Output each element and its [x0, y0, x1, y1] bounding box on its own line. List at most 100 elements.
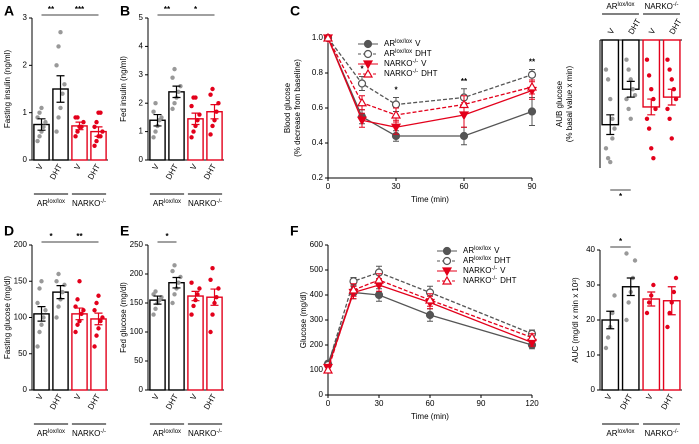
legend-marker	[441, 275, 453, 285]
y-tick-label: 40	[586, 245, 595, 254]
data-point	[176, 89, 181, 95]
bar	[642, 39, 661, 108]
data-point	[526, 81, 538, 91]
label-sup: -/-	[491, 266, 497, 272]
data-point	[646, 73, 652, 78]
data-point	[605, 77, 611, 82]
data-point	[54, 129, 59, 134]
error-bar	[56, 285, 65, 300]
data-point	[94, 333, 99, 338]
x-tick-label: V	[151, 162, 162, 172]
group-label: ARlox/lox	[606, 2, 634, 12]
panel-letter: E	[120, 223, 129, 239]
error-bar	[37, 306, 46, 322]
group-label: NARKO-/-	[644, 429, 678, 439]
legend-label: NARKO-/- DHT	[463, 276, 517, 286]
y-tick-label: 1.0	[312, 33, 324, 42]
data-point	[608, 96, 613, 102]
data-point	[54, 279, 59, 284]
label-sup: -/-	[412, 69, 418, 75]
y-tick-label: 0.8	[312, 68, 324, 77]
annotation: **	[529, 58, 536, 67]
data-point	[526, 332, 538, 342]
data-point	[172, 101, 177, 106]
x-tick-label: V	[151, 392, 162, 402]
data-point	[210, 123, 215, 129]
data-point	[357, 79, 367, 88]
data-point	[189, 312, 194, 317]
data-point	[172, 292, 177, 297]
error-bar	[172, 85, 181, 99]
data-point	[94, 119, 99, 125]
x-tick-label: DHT	[202, 392, 218, 411]
data-point	[603, 146, 609, 151]
data-point	[624, 317, 629, 323]
x-tick-label: 30	[392, 182, 401, 191]
legend-label: NARKO-/- V	[463, 266, 506, 276]
label-sup: lox/lox	[395, 39, 412, 45]
data-point	[94, 300, 99, 306]
data-point	[630, 87, 636, 92]
data-point	[37, 329, 42, 335]
data-point	[170, 268, 175, 274]
y-tick-label: 20	[586, 315, 595, 324]
data-point	[390, 123, 402, 133]
data-point	[77, 279, 82, 284]
label-sup: lox/lox	[618, 2, 635, 8]
data-point	[208, 329, 213, 335]
legend-marker	[442, 246, 452, 256]
y-tick-label: 10	[586, 350, 595, 359]
data-point	[41, 315, 46, 320]
bar	[206, 296, 223, 391]
data-point	[191, 129, 196, 134]
data-point	[153, 306, 158, 311]
x-tick-label: 120	[525, 399, 539, 408]
data-point	[651, 155, 656, 161]
x-tick-label: V	[73, 162, 84, 172]
error-bar	[37, 118, 46, 131]
label-name: NARKO	[644, 429, 672, 438]
x-tick-label: V	[35, 162, 46, 172]
data-point	[100, 129, 105, 134]
data-point	[348, 284, 359, 294]
y-tick-label: 50	[18, 349, 27, 358]
group-label: ARlox/lox	[153, 199, 181, 209]
x-tick-label: DHT	[202, 162, 218, 181]
x-tick-label: V	[35, 392, 46, 402]
data-point	[632, 92, 638, 98]
data-point	[624, 57, 629, 62]
data-point	[58, 30, 63, 35]
y-tick-label: 0	[591, 385, 596, 394]
y-tick-label: 200	[310, 340, 324, 349]
significance-label: ***	[75, 5, 85, 14]
data-point	[603, 67, 609, 72]
data-point	[390, 109, 402, 119]
y-tick-label: 0	[23, 155, 28, 164]
legend-label: NARKO-/- V	[384, 59, 427, 69]
data-point	[628, 77, 633, 82]
y-tick-label: 150	[130, 298, 144, 307]
bar	[168, 282, 185, 391]
error-bar	[606, 114, 615, 136]
data-point	[665, 324, 670, 330]
group-label: NARKO-/-	[72, 199, 106, 209]
x-tick-label: DHT	[164, 162, 180, 181]
y-tick-label: 200	[130, 269, 144, 278]
data-point	[669, 136, 674, 141]
error-bar	[75, 307, 84, 321]
legend-marker	[363, 39, 373, 49]
error-bar	[210, 104, 219, 120]
data-point	[56, 304, 61, 309]
data-point	[81, 308, 86, 313]
data-point	[667, 310, 672, 316]
panel-letter: A	[4, 3, 14, 19]
data-point	[605, 155, 611, 161]
data-point	[41, 124, 46, 130]
bar	[168, 91, 185, 161]
data-point	[653, 106, 658, 112]
significance-label: *	[619, 192, 623, 201]
data-point	[193, 95, 198, 100]
label-name: AR	[463, 256, 474, 265]
label-sup: -/-	[412, 59, 418, 65]
